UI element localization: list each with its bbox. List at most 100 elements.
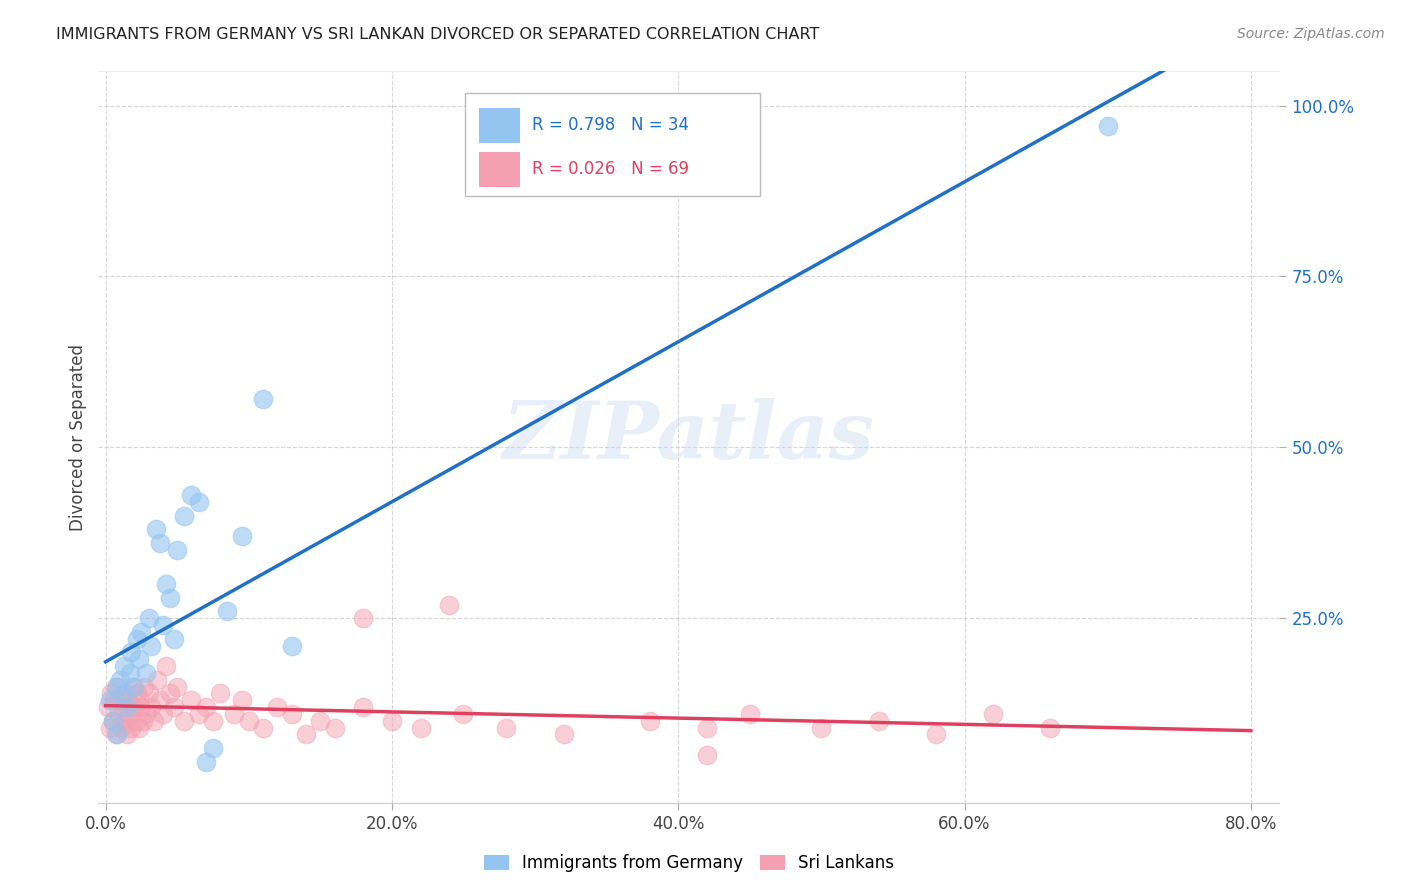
Point: [638, 714, 661, 728]
Point: [138, 611, 160, 625]
Text: R = 0.798   N = 34: R = 0.798 N = 34: [531, 117, 689, 135]
Point: [143, 714, 166, 728]
Point: [187, 706, 209, 721]
Point: [122, 700, 145, 714]
Point: [173, 714, 195, 728]
Point: [163, 700, 186, 714]
Point: [194, 700, 217, 714]
Point: [231, 529, 253, 543]
Point: [115, 727, 138, 741]
Point: [266, 700, 288, 714]
Point: [495, 721, 517, 735]
Point: [135, 706, 157, 721]
Point: [124, 714, 146, 728]
Point: [696, 747, 718, 762]
Point: [209, 686, 232, 700]
Point: [252, 392, 274, 407]
Point: [108, 673, 131, 687]
Point: [217, 604, 239, 618]
Point: [149, 693, 172, 707]
Point: [111, 686, 134, 700]
Point: [98, 721, 121, 735]
Point: [155, 577, 177, 591]
Point: [141, 700, 163, 714]
Point: [98, 693, 121, 707]
Point: [100, 686, 122, 700]
Point: [118, 706, 141, 721]
Point: [453, 706, 475, 721]
Point: [280, 706, 302, 721]
Point: [128, 652, 150, 666]
Point: [295, 727, 318, 741]
Text: R = 0.026   N = 69: R = 0.026 N = 69: [531, 161, 689, 178]
Point: [925, 727, 948, 741]
Point: [352, 700, 374, 714]
FancyBboxPatch shape: [478, 108, 520, 143]
Point: [120, 721, 142, 735]
Point: [352, 611, 374, 625]
Point: [159, 591, 181, 605]
Point: [108, 693, 131, 707]
Text: Source: ZipAtlas.com: Source: ZipAtlas.com: [1237, 27, 1385, 41]
FancyBboxPatch shape: [464, 94, 759, 195]
Point: [117, 693, 139, 707]
Point: [149, 536, 172, 550]
Point: [97, 700, 120, 714]
Point: [553, 727, 575, 741]
Point: [141, 639, 163, 653]
Text: ZIPatlas: ZIPatlas: [503, 399, 875, 475]
Point: [381, 714, 404, 728]
Point: [155, 659, 177, 673]
Point: [128, 721, 150, 735]
Point: [152, 618, 174, 632]
Text: IMMIGRANTS FROM GERMANY VS SRI LANKAN DIVORCED OR SEPARATED CORRELATION CHART: IMMIGRANTS FROM GERMANY VS SRI LANKAN DI…: [56, 27, 820, 42]
Point: [114, 686, 136, 700]
Point: [810, 721, 832, 735]
Point: [159, 686, 181, 700]
Point: [131, 624, 153, 639]
Point: [146, 673, 169, 687]
Point: [112, 714, 135, 728]
Point: [280, 639, 302, 653]
Point: [180, 693, 202, 707]
Point: [238, 714, 260, 728]
Point: [129, 693, 152, 707]
Point: [115, 700, 138, 714]
Point: [122, 680, 145, 694]
Point: [104, 727, 127, 741]
Point: [231, 693, 253, 707]
Point: [121, 680, 143, 694]
Point: [145, 522, 167, 536]
Point: [101, 714, 124, 728]
Point: [163, 632, 186, 646]
Point: [104, 680, 127, 694]
Point: [138, 686, 160, 700]
Point: [981, 706, 1004, 721]
Point: [201, 714, 224, 728]
Point: [323, 721, 346, 735]
Point: [180, 488, 202, 502]
Point: [152, 706, 174, 721]
Point: [437, 598, 460, 612]
Point: [252, 721, 274, 735]
Point: [134, 680, 156, 694]
Point: [118, 665, 141, 680]
Point: [135, 665, 157, 680]
Point: [696, 721, 718, 735]
FancyBboxPatch shape: [478, 152, 520, 187]
Point: [1039, 721, 1062, 735]
Point: [187, 495, 209, 509]
Point: [1097, 119, 1119, 133]
Y-axis label: Divorced or Separated: Divorced or Separated: [69, 343, 87, 531]
Point: [173, 508, 195, 523]
Point: [166, 542, 188, 557]
Point: [201, 741, 224, 756]
Point: [131, 700, 153, 714]
Point: [103, 693, 125, 707]
Point: [738, 706, 761, 721]
Point: [309, 714, 332, 728]
Point: [409, 721, 432, 735]
Point: [101, 714, 124, 728]
Point: [125, 632, 148, 646]
Point: [224, 706, 246, 721]
